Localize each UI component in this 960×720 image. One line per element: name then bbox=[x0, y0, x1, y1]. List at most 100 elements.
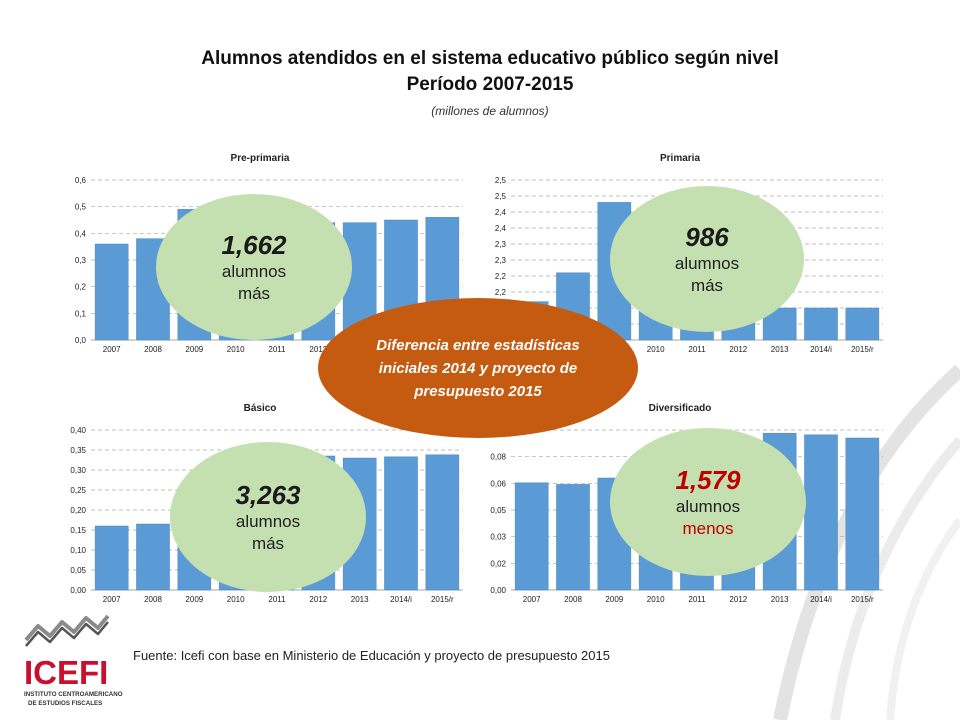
x-tick-label: 2010 bbox=[227, 595, 245, 604]
x-tick-label: 2009 bbox=[185, 345, 203, 354]
y-tick-label: 2,4 bbox=[495, 208, 507, 217]
x-tick-label: 2014/i bbox=[810, 595, 832, 604]
bubble-label: más bbox=[251, 534, 285, 553]
svg-text:INSTITUTO CENTROAMERICANO: INSTITUTO CENTROAMERICANO bbox=[24, 691, 123, 698]
y-tick-label: 0,2 bbox=[75, 283, 87, 292]
x-tick-label: 2014/i bbox=[810, 345, 832, 354]
chart-title: Pre-primaria bbox=[231, 153, 290, 164]
x-tick-label: 2015/r bbox=[431, 595, 454, 604]
x-tick-label: 2014/i bbox=[390, 595, 412, 604]
y-tick-label: 0,5 bbox=[75, 203, 87, 212]
bubble-number: 1,662 bbox=[221, 230, 287, 260]
bar bbox=[762, 307, 797, 341]
x-tick-label: 2013 bbox=[351, 595, 369, 604]
y-tick-label: 0,35 bbox=[70, 446, 86, 455]
svg-text:DE ESTUDIOS FISCALES: DE ESTUDIOS FISCALES bbox=[28, 700, 102, 707]
chart-title: Primaria bbox=[660, 153, 700, 164]
x-tick-label: 2007 bbox=[523, 595, 541, 604]
y-tick-label: 0,02 bbox=[490, 559, 506, 568]
bubble-basico: 3,263 alumnos más bbox=[170, 442, 366, 592]
y-tick-label: 0,20 bbox=[70, 506, 86, 515]
page-period: Período 2007-2015 bbox=[406, 74, 574, 95]
title-block: Alumnos atendidos en el sistema educativ… bbox=[0, 46, 960, 118]
x-tick-label: 2007 bbox=[103, 345, 121, 354]
y-tick-label: 0,4 bbox=[75, 229, 87, 238]
y-tick-label: 2,2 bbox=[495, 272, 507, 281]
y-tick-label: 0,08 bbox=[490, 453, 506, 462]
x-tick-label: 2011 bbox=[688, 595, 706, 604]
bubble-pre-primaria: 1,662 alumnos más bbox=[156, 194, 352, 340]
bubble-label: alumnos bbox=[674, 254, 740, 273]
svg-text:ICEFI: ICEFI bbox=[24, 654, 108, 691]
x-tick-label: 2008 bbox=[564, 595, 582, 604]
x-tick-label: 2010 bbox=[227, 345, 245, 354]
y-tick-label: 2,5 bbox=[495, 192, 507, 201]
x-tick-label: 2009 bbox=[185, 595, 203, 604]
bar bbox=[136, 523, 170, 591]
chart-title: Diversificado bbox=[649, 403, 712, 414]
x-tick-label: 2010 bbox=[647, 345, 665, 354]
y-tick-label: 0,6 bbox=[75, 176, 87, 185]
y-tick-label: 0,0 bbox=[75, 336, 87, 345]
bar bbox=[804, 434, 838, 591]
bubble-label: más bbox=[237, 284, 271, 303]
x-tick-label: 2012 bbox=[309, 345, 327, 354]
x-tick-label: 2011 bbox=[268, 345, 286, 354]
y-tick-label: 0,40 bbox=[70, 426, 86, 435]
icefi-logo: ICEFI INSTITUTO CENTROAMERICANO DE ESTUD… bbox=[24, 614, 123, 707]
x-tick-label: 2015/r bbox=[851, 345, 874, 354]
bubble-label: más bbox=[690, 276, 724, 295]
y-tick-label: 0,05 bbox=[490, 506, 506, 515]
y-tick-label: 2,2 bbox=[495, 288, 507, 297]
bubble-number: 3,263 bbox=[235, 480, 301, 510]
bubble-label: alumnos bbox=[221, 262, 287, 281]
y-tick-label: 0,25 bbox=[70, 486, 86, 495]
y-tick-label: 2,3 bbox=[495, 256, 507, 265]
y-tick-label: 0,15 bbox=[70, 526, 86, 535]
x-tick-label: 2011 bbox=[268, 595, 286, 604]
x-tick-label: 2008 bbox=[144, 345, 162, 354]
x-tick-label: 2013 bbox=[771, 345, 789, 354]
bar bbox=[845, 307, 880, 341]
x-tick-label: 2012 bbox=[729, 595, 747, 604]
bar bbox=[845, 437, 880, 591]
bar bbox=[384, 456, 418, 591]
bar bbox=[94, 243, 129, 341]
bubble-primaria: 986 alumnos más bbox=[610, 186, 804, 332]
page-subtitle: (millones de alumnos) bbox=[431, 104, 549, 118]
y-tick-label: 0,10 bbox=[70, 546, 86, 555]
y-tick-label: 0,05 bbox=[70, 566, 86, 575]
x-tick-label: 2007 bbox=[103, 595, 121, 604]
source-note: Fuente: Icefi con base en Ministerio de … bbox=[133, 648, 610, 663]
center-note-text: Diferencia entre estadísticas iniciales … bbox=[376, 336, 580, 400]
bar bbox=[94, 525, 129, 591]
y-tick-label: 0,1 bbox=[75, 309, 87, 318]
bubble-number: 986 bbox=[685, 222, 729, 252]
bubble-label: menos bbox=[682, 519, 734, 538]
y-tick-label: 0,00 bbox=[490, 586, 506, 595]
x-tick-label: 2010 bbox=[647, 595, 665, 604]
x-tick-label: 2015/r bbox=[851, 595, 874, 604]
bubble-diversificado: 1,579 alumnos menos bbox=[610, 428, 806, 576]
y-tick-label: 0,30 bbox=[70, 466, 86, 475]
center-note-oval: Diferencia entre estadísticas iniciales … bbox=[318, 298, 638, 438]
page-title: Alumnos atendidos en el sistema educativ… bbox=[201, 48, 779, 69]
x-tick-label: 2012 bbox=[309, 595, 327, 604]
y-tick-label: 0,3 bbox=[75, 256, 87, 265]
y-tick-label: 0,00 bbox=[70, 586, 86, 595]
y-tick-label: 0,03 bbox=[490, 533, 506, 542]
chart-title: Básico bbox=[244, 403, 277, 414]
y-tick-label: 0,06 bbox=[490, 479, 506, 488]
y-tick-label: 2,5 bbox=[495, 176, 507, 185]
x-tick-label: 2011 bbox=[688, 345, 706, 354]
bar bbox=[425, 454, 460, 591]
bubble-label: alumnos bbox=[675, 497, 741, 516]
x-tick-label: 2008 bbox=[144, 595, 162, 604]
bubble-label: alumnos bbox=[235, 512, 301, 531]
x-tick-label: 2009 bbox=[605, 595, 623, 604]
y-tick-label: 2,3 bbox=[495, 240, 507, 249]
bubble-number: 1,579 bbox=[675, 465, 741, 495]
bar bbox=[556, 484, 590, 591]
bar bbox=[514, 482, 549, 591]
y-tick-label: 2,4 bbox=[495, 224, 507, 233]
